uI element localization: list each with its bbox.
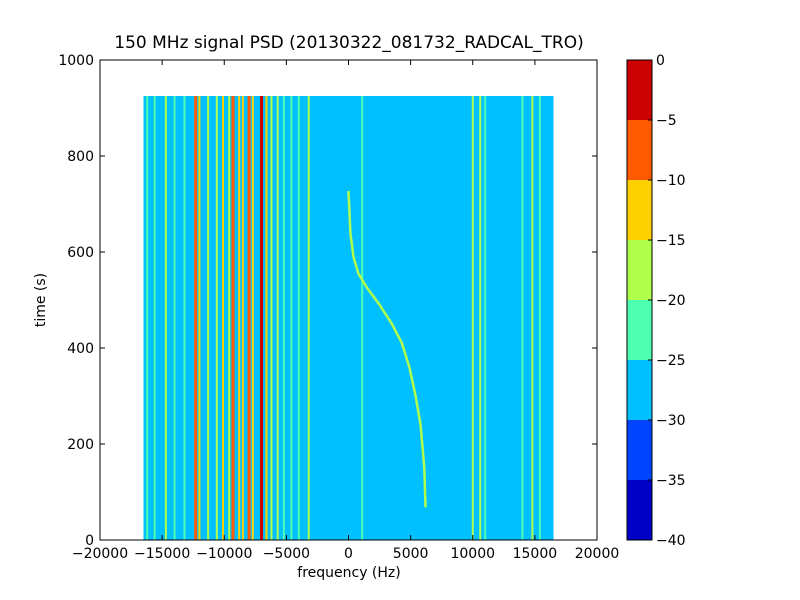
spectral-line: [282, 96, 285, 540]
spectral-line: [270, 96, 273, 540]
colorbar-band: [627, 420, 652, 480]
x-tick-label: 20000: [575, 546, 620, 562]
spectral-line: [251, 96, 254, 540]
spectral-line: [290, 96, 293, 540]
spectral-line: [231, 96, 235, 540]
spectral-line: [521, 96, 524, 540]
y-tick-label: 0: [85, 533, 94, 549]
spectral-line: [153, 96, 156, 540]
colorbar-band: [627, 120, 652, 180]
spectral-line: [146, 96, 149, 540]
x-tick-label: −20000: [72, 546, 128, 562]
spectral-line: [238, 96, 241, 540]
colorbar-band: [627, 480, 652, 540]
spectral-line: [215, 96, 218, 540]
colorbar-band: [627, 240, 652, 300]
colorbar-band: [627, 60, 652, 120]
y-tick-label: 600: [67, 245, 94, 261]
spectral-line: [471, 96, 474, 540]
x-tick-label: 15000: [513, 546, 558, 562]
spectral-line: [297, 96, 300, 540]
spectral-line: [484, 96, 487, 540]
spectral-line: [198, 96, 201, 540]
colorbar-tick-label: −5: [656, 113, 677, 129]
x-tick-label: 10000: [450, 546, 495, 562]
y-tick-label: 400: [67, 341, 94, 357]
x-axis-label: frequency (Hz): [297, 565, 400, 581]
y-tick-label: 1000: [58, 53, 94, 69]
chart-title: 150 MHz signal PSD (20130322_081732_RADC…: [114, 33, 583, 53]
spectral-line: [222, 96, 225, 540]
spectral-line: [538, 96, 541, 540]
spectral-line: [228, 96, 231, 540]
x-tick-label: −5000: [263, 546, 310, 562]
drifting-trace: [347, 190, 427, 508]
heatmap-background: [143, 96, 554, 540]
colorbar-tick-label: −40: [656, 533, 686, 549]
colorbar-tick-label: −30: [656, 413, 686, 429]
spectral-line: [479, 96, 482, 540]
colorbar-tick-label: −20: [656, 293, 686, 309]
colorbar: 0 −5 −10 −15 −20 −25 −30 −35 −40: [626, 53, 686, 549]
spectral-line: [241, 96, 244, 540]
x-tick-label: −10000: [196, 546, 252, 562]
spectral-line: [194, 96, 198, 540]
spectral-line: [183, 96, 186, 540]
spectral-line: [260, 96, 264, 540]
spectral-line: [361, 96, 364, 540]
spectral-line: [265, 96, 268, 540]
x-tick-label: 5000: [393, 546, 429, 562]
spectral-line: [276, 96, 279, 540]
y-axis: 0 200 400 600 800 1000: [58, 53, 597, 549]
colorbar-tick-label: 0: [656, 53, 665, 69]
spectral-line: [531, 96, 534, 540]
x-axis: −20000 −15000 −10000 −5000 0 5000 10000 15000 20…: [72, 60, 619, 562]
colorbar-tick-label: −35: [656, 473, 686, 489]
x-tick-label: −15000: [134, 546, 190, 562]
colorbar-band: [627, 180, 652, 240]
spectral-line: [173, 96, 176, 540]
spectral-line: [207, 96, 210, 540]
colorbar-band: [627, 300, 652, 360]
spectral-line: [247, 96, 251, 540]
spectral-line: [307, 96, 310, 540]
heatmap: [143, 96, 554, 540]
y-tick-label: 200: [67, 437, 94, 453]
colorbar-band: [627, 360, 652, 420]
colorbar-tick-label: −15: [656, 233, 686, 249]
y-tick-label: 800: [67, 149, 94, 165]
colorbar-tick-label: −25: [656, 353, 686, 369]
y-axis-label: time (s): [33, 273, 49, 327]
x-tick-label: 0: [344, 546, 353, 562]
colorbar-tick-label: −10: [656, 173, 686, 189]
spectral-line: [164, 96, 167, 540]
